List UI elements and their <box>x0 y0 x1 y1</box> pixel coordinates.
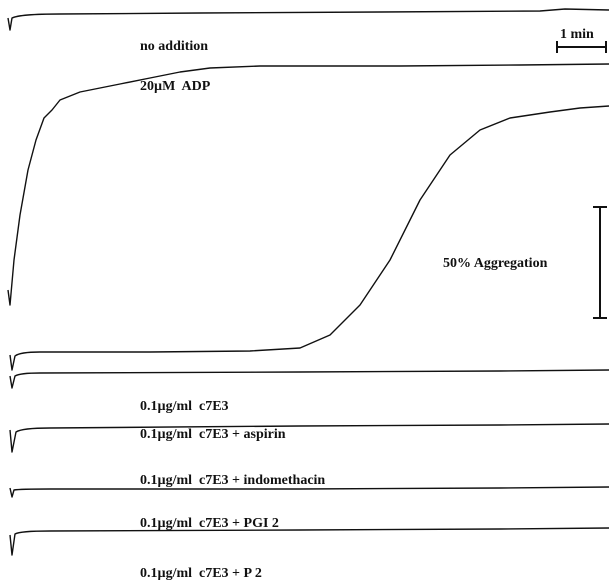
trace-label: 0.1µg/ml c7E3 <box>140 399 229 414</box>
trace-indomethacin <box>9 423 609 453</box>
trace-p2 <box>9 527 609 556</box>
trace-label: 0.1µg/ml c7E3 + aspirin <box>140 427 286 442</box>
trace-no-addition <box>7 8 609 31</box>
time-scale-label: 1 min <box>560 27 594 42</box>
trace-c7e3 <box>9 105 609 371</box>
trace-label: 0.1µg/ml c7E3 + P 2 <box>140 566 262 581</box>
trace-pgi2 <box>9 486 609 498</box>
trace-adp <box>7 63 609 306</box>
trace-aspirin <box>9 369 609 389</box>
trace-label: 0.1µg/ml c7E3 + indomethacin <box>140 473 325 488</box>
aggregation-scale-label: 50% Aggregation <box>443 256 548 271</box>
trace-label: 20µM ADP <box>140 79 211 94</box>
trace-label: 0.1µg/ml c7E3 + PGI 2 <box>140 516 279 531</box>
trace-label: no addition <box>140 39 208 54</box>
